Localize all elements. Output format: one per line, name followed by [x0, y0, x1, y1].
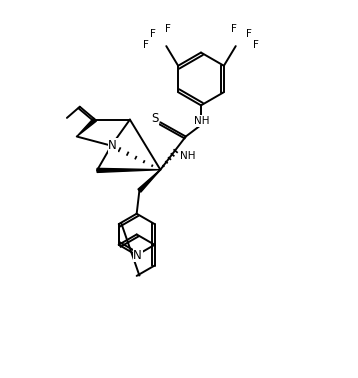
Text: N: N [133, 249, 142, 262]
Text: N: N [108, 139, 117, 152]
Polygon shape [77, 118, 96, 136]
Text: F: F [150, 29, 156, 39]
Polygon shape [138, 170, 160, 192]
Text: F: F [165, 23, 171, 34]
Text: NH: NH [180, 151, 196, 161]
Text: NH: NH [194, 116, 209, 126]
Text: S: S [151, 112, 158, 125]
Polygon shape [97, 168, 160, 172]
Text: F: F [231, 23, 237, 34]
Text: F: F [246, 29, 252, 39]
Text: F: F [143, 40, 149, 50]
Text: F: F [253, 40, 259, 50]
